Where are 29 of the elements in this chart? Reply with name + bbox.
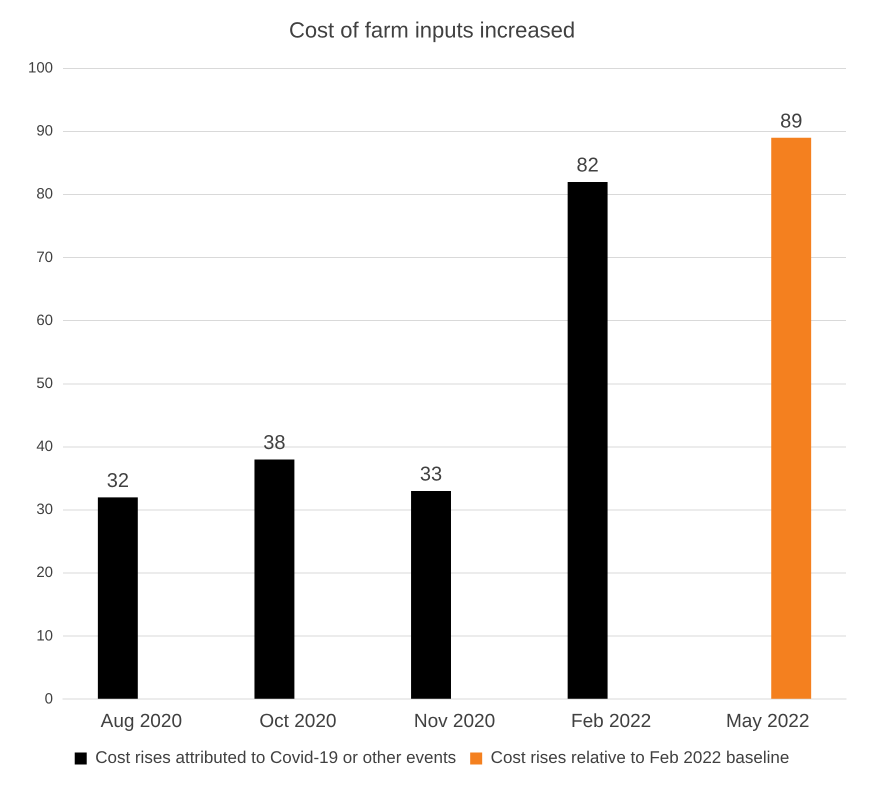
bar	[98, 497, 138, 699]
y-tick-label: 40	[36, 438, 54, 456]
y-tick-label: 60	[36, 312, 54, 329]
y-tick-label: 80	[36, 186, 54, 203]
data-label: 33	[420, 464, 442, 486]
bar	[254, 459, 294, 699]
legend-label: Cost rises attributed to Covid-19 or other events	[95, 748, 456, 768]
data-label: 32	[106, 470, 129, 492]
x-tick-label: Feb 2022	[570, 710, 652, 732]
y-tick-label: 0	[44, 690, 54, 708]
x-tick-label: May 2022	[726, 710, 810, 732]
y-tick-label: 50	[36, 374, 54, 392]
bar	[771, 138, 812, 699]
legend-label: Cost rises relative to Feb 2022 baseline	[490, 748, 790, 768]
y-tick-label: 30	[36, 501, 54, 518]
bar	[411, 491, 451, 699]
bar	[568, 182, 608, 699]
y-tick-label: 70	[36, 248, 54, 266]
y-tick-label: 100	[28, 60, 54, 77]
y-tick-label: 10	[36, 627, 54, 644]
data-label: 89	[780, 110, 802, 132]
y-tick-label: 20	[36, 564, 54, 582]
chart-title: Cost of farm inputs increased	[288, 17, 576, 42]
x-tick-label: Aug 2020	[100, 710, 182, 732]
data-label: 38	[263, 432, 286, 454]
x-tick-label: Nov 2020	[414, 710, 496, 732]
y-tick-label: 90	[36, 122, 54, 140]
data-label: 82	[576, 154, 599, 176]
x-tick-label: Oct 2020	[259, 710, 336, 732]
